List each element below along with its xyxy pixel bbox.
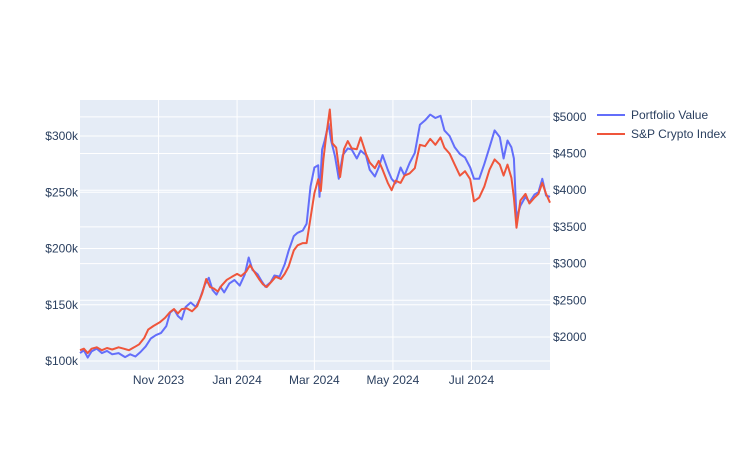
legend-item-portfolio-value[interactable]: Portfolio Value xyxy=(597,108,708,122)
y-right-tick-label: $4000 xyxy=(553,183,587,197)
y-right-tick-label: $5000 xyxy=(553,110,587,124)
x-tick-label: Nov 2023 xyxy=(133,373,185,387)
y-left-tick-label: $250k xyxy=(45,185,79,199)
series-layer xyxy=(79,108,551,359)
legend-label: S&P Crypto Index xyxy=(631,127,726,141)
y-right-tick-label: $2500 xyxy=(553,293,587,307)
y-left-tick-label: $100k xyxy=(45,354,79,368)
x-tick-label: Mar 2024 xyxy=(289,373,340,387)
x-tick-label: Jan 2024 xyxy=(212,373,262,387)
legend[interactable]: Portfolio Value S&P Crypto Index xyxy=(597,108,726,141)
legend-item-s-p-crypto-index[interactable]: S&P Crypto Index xyxy=(597,127,726,141)
y-right-tick-label: $2000 xyxy=(553,330,587,344)
y-left-tick-label: $300k xyxy=(45,129,79,143)
x-tick-label: Jul 2024 xyxy=(449,373,495,387)
y-right-tick-label: $4500 xyxy=(553,147,587,161)
legend-label: Portfolio Value xyxy=(631,108,708,122)
series-line-portfolio-value xyxy=(79,113,551,359)
series-line-s-p-crypto-index xyxy=(79,108,551,355)
x-tick-label: May 2024 xyxy=(367,373,420,387)
y-right-tick-label: $3000 xyxy=(553,257,587,271)
y-right-tick-label: $3500 xyxy=(553,220,587,234)
y-left-tick-label: $150k xyxy=(45,298,79,312)
grid-lines xyxy=(80,100,550,370)
y-left-tick-label: $200k xyxy=(45,242,79,256)
plot-background xyxy=(80,100,550,370)
axis-ticks: Nov 2023 Jan 2024 Mar 2024 May 2024 Jul 2024… xyxy=(45,110,586,387)
